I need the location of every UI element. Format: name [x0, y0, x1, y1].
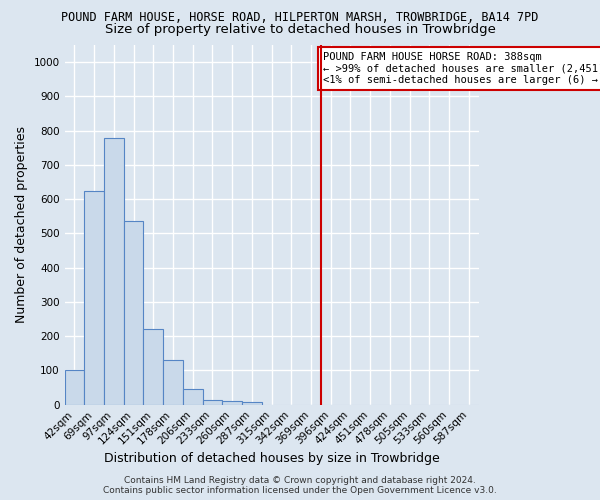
Bar [223, 402, 242, 404]
Text: Contains HM Land Registry data © Crown copyright and database right 2024.
Contai: Contains HM Land Registry data © Crown c… [103, 476, 497, 495]
Y-axis label: Number of detached properties: Number of detached properties [15, 126, 28, 324]
Bar [124, 222, 143, 404]
Text: POUND FARM HOUSE, HORSE ROAD, HILPERTON MARSH, TROWBRIDGE, BA14 7PD: POUND FARM HOUSE, HORSE ROAD, HILPERTON … [61, 11, 539, 24]
X-axis label: Distribution of detached houses by size in Trowbridge: Distribution of detached houses by size … [104, 452, 439, 465]
Bar [143, 330, 163, 404]
Bar [242, 402, 262, 404]
Text: Size of property relative to detached houses in Trowbridge: Size of property relative to detached ho… [104, 22, 496, 36]
Bar [183, 390, 203, 404]
Bar [163, 360, 183, 405]
Bar [65, 370, 84, 404]
Bar [203, 400, 223, 404]
Text: POUND FARM HOUSE HORSE ROAD: 388sqm
← >99% of detached houses are smaller (2,451: POUND FARM HOUSE HORSE ROAD: 388sqm ← >9… [323, 52, 600, 85]
Bar [84, 190, 104, 404]
Bar [104, 138, 124, 404]
